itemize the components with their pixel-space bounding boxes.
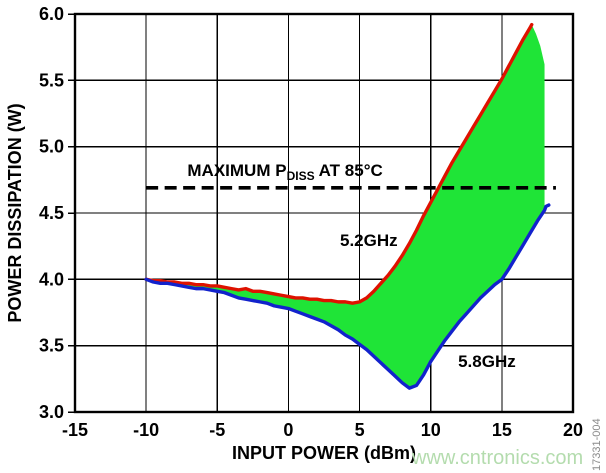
fill-between-layer (146, 24, 545, 389)
y-tick-label: 5.0 (39, 137, 64, 157)
y-tick-label: 5.5 (39, 70, 64, 90)
series-line-5.8GHz (144, 203, 551, 390)
series-line-5.2GHz (144, 22, 534, 305)
fill-between-region (146, 24, 545, 389)
y-axis-title: POWER DISSIPATION (W) (5, 103, 25, 322)
series-layer (144, 22, 556, 390)
x-tick-label: -15 (62, 420, 88, 440)
x-tick-label: -5 (209, 420, 225, 440)
tick-labels-layer: -15 -10 -5 0 5 10 15 20 3.0 3.5 4.0 4.5 5.0 5.5 6.0 (39, 4, 583, 440)
plot-border (73, 12, 575, 414)
x-tick-label: 10 (421, 420, 441, 440)
y-tick-label: 4.5 (39, 203, 64, 223)
x-tick-label: 0 (283, 420, 293, 440)
curve-label-5.2GHz: 5.2GHz (340, 231, 398, 250)
x-tick-label: -10 (133, 420, 159, 440)
x-axis-title: INPUT POWER (dBm) (232, 443, 416, 463)
max-pdiss-label: MAXIMUM PDISS AT 85°C (187, 161, 382, 183)
annotations-layer: MAXIMUM PDISS AT 85°C 5.2GHz 5.8GHz (187, 161, 515, 371)
x-tick-label: 20 (563, 420, 583, 440)
x-tick-label: 5 (355, 420, 365, 440)
y-tick-label: 3.0 (39, 402, 64, 422)
watermark: www.cntronics.com (411, 447, 583, 469)
y-tick-label: 3.5 (39, 336, 64, 356)
curve-label-5.8GHz: 5.8GHz (458, 352, 516, 371)
x-tick-label: 15 (492, 420, 512, 440)
plot-frame-layer (73, 12, 575, 414)
y-tick-label: 4.0 (39, 269, 64, 289)
figure-code: 17331-004 (591, 418, 603, 471)
y-tick-label: 6.0 (39, 4, 64, 24)
